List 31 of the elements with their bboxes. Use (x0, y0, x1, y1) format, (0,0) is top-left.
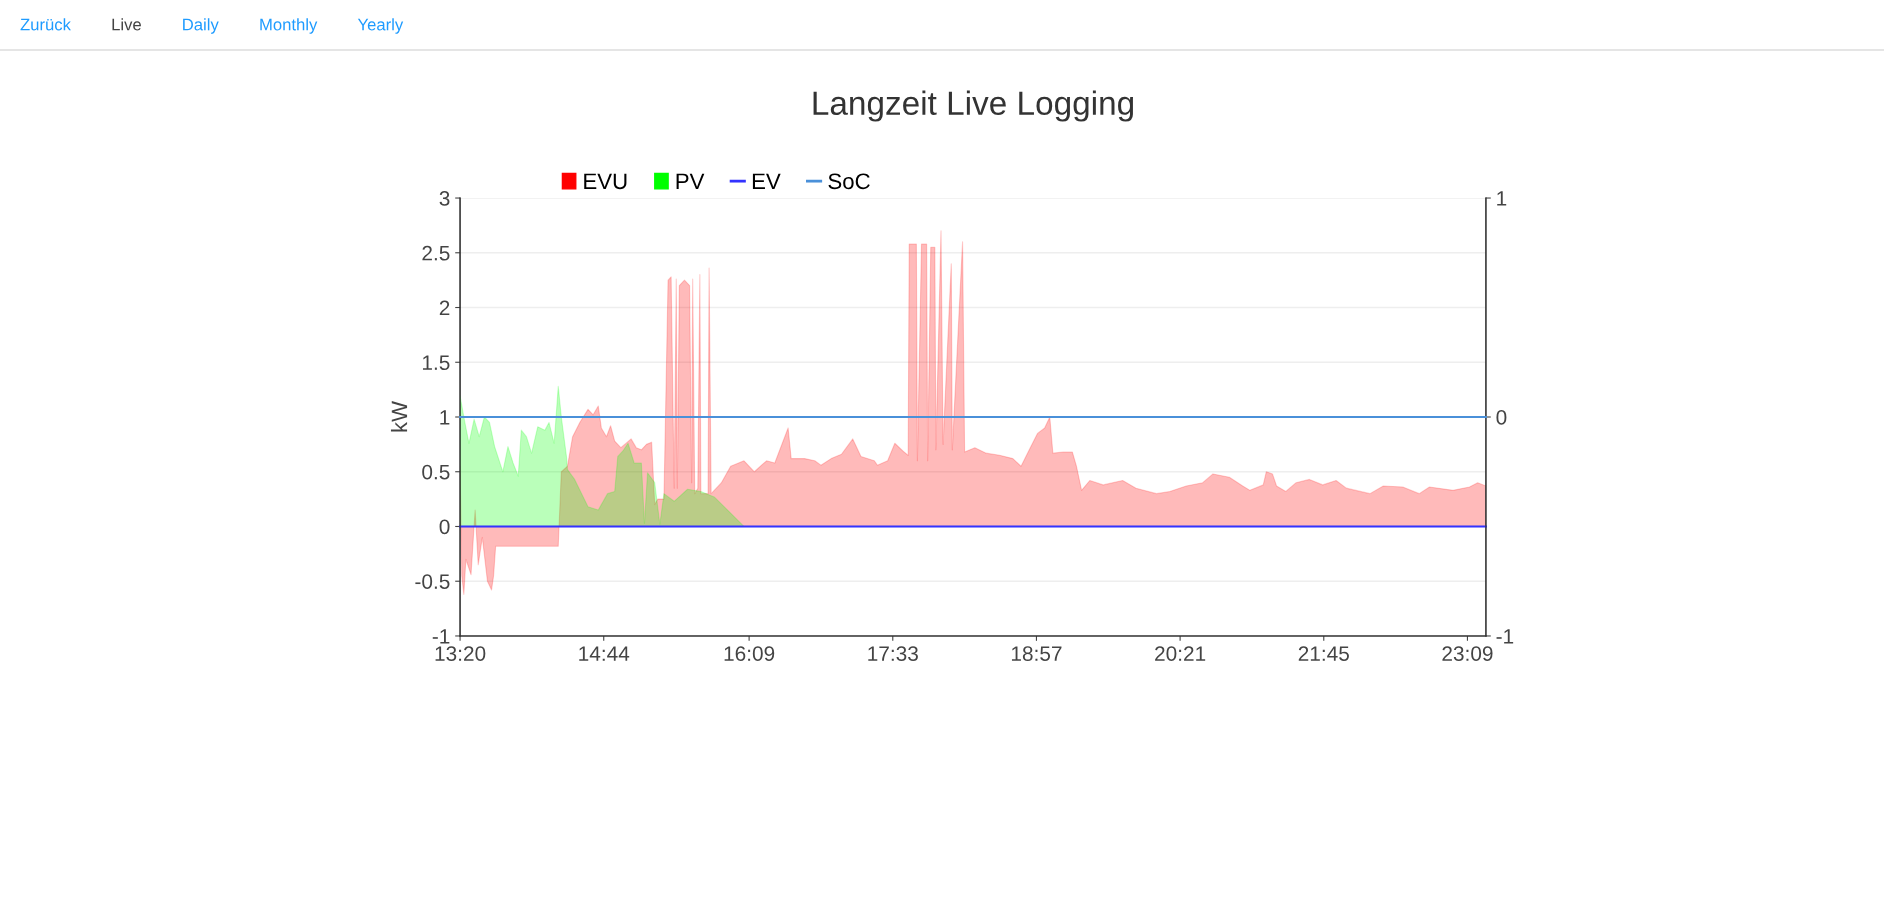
y-tick-label: -0.5 (415, 574, 450, 589)
x-tick-label: 23:09 (1442, 646, 1493, 661)
text: Yearly (357, 18, 404, 34)
text: Zurück (20, 18, 71, 31)
y2-tick-label: -1 (1496, 629, 1514, 644)
y-tick-label: 2.5 (422, 245, 450, 261)
legend-label: EV (752, 173, 781, 189)
x-tick-label: 18:57 (1011, 646, 1062, 661)
chart-title: Langzeit Live Logging (813, 90, 1134, 122)
y-tick-label: -1 (432, 629, 450, 644)
y-tick-label: 3 (439, 191, 450, 206)
y-tick-label: 0 (439, 519, 450, 535)
legend-label: SoC (828, 173, 870, 190)
y-axis-title: kW (390, 401, 408, 432)
x-tick-label: 20:21 (1155, 646, 1206, 661)
text: Monthly (260, 18, 318, 34)
x-tick-label: 16:09 (724, 646, 775, 661)
y-tick-label: 0.5 (422, 464, 450, 480)
legend-label: PV (676, 173, 705, 189)
text: Live (112, 18, 141, 31)
y2-tick-label: 0 (1496, 410, 1507, 425)
x-tick-label: 14:44 (579, 646, 630, 661)
x-tick-label: 21:45 (1298, 646, 1349, 661)
y-tick-label: 2 (439, 300, 450, 316)
text: Daily (183, 18, 219, 34)
legend-label: EVU (584, 173, 627, 190)
x-tick-label: 13:20 (435, 646, 486, 661)
x-tick-label: 17:33 (868, 646, 918, 661)
y2-tick-label: 1 (1497, 191, 1507, 206)
y-tick-label: 1.5 (422, 355, 450, 371)
y-tick-label: 1 (440, 410, 450, 425)
